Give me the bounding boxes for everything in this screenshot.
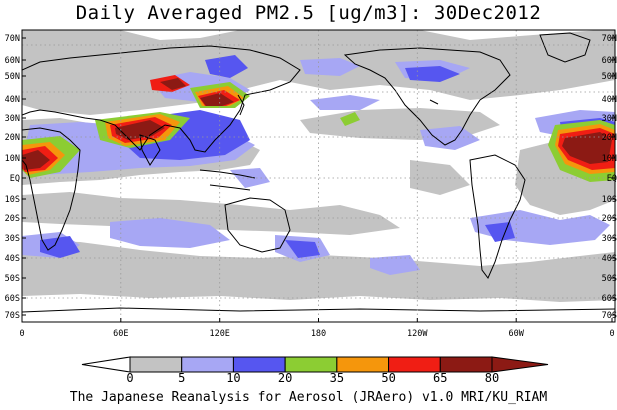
longitude-axis: 0 60E 120E 180 120W 60W 0: [19, 318, 615, 339]
colorbar-label: 65: [433, 371, 447, 385]
graticule: [22, 30, 615, 322]
lat-label-left: 10S: [5, 195, 20, 205]
lat-label-left: 70S: [5, 311, 20, 321]
colorbar-high-arrow: [491, 356, 549, 373]
lat-label-left: 20N: [5, 133, 20, 143]
lon-label: 60E: [113, 329, 128, 339]
lat-label-left: 50S: [5, 274, 20, 284]
lat-label-right: 10S: [602, 195, 617, 205]
concentration-field: [22, 30, 615, 322]
lat-label-left: 30S: [5, 234, 20, 244]
lat-label-left: EQ: [10, 174, 20, 184]
lat-label-right: EQ: [607, 174, 617, 184]
colorbar-box: [129, 356, 183, 373]
colorbar: 0 5 10 20 35 50 65 80: [81, 356, 549, 385]
lat-label-right: 50S: [602, 274, 617, 284]
lon-label: 60W: [509, 329, 525, 339]
lon-label: 120W: [407, 329, 428, 339]
colorbar-label: 5: [178, 371, 185, 385]
colorbar-label: 80: [485, 371, 499, 385]
lat-label-right: 70S: [602, 311, 617, 321]
lat-label-right: 50N: [602, 72, 617, 82]
lat-label-right: 70N: [602, 34, 617, 44]
colorbar-box: [388, 356, 441, 373]
lon-label: 180: [311, 329, 326, 339]
colorbar-box: [181, 356, 234, 373]
lat-label-right: 60N: [602, 56, 617, 66]
latitude-axis: 70N 70N 60N 60N 50N 50N 40N 40N 30N 30N 20N 20N 10N 1…: [5, 34, 617, 321]
lon-label: 0: [19, 329, 24, 339]
lat-label-right: 30N: [602, 114, 617, 124]
colorbar-label: 20: [278, 371, 292, 385]
lat-label-right: 40N: [602, 95, 617, 105]
figure-footer: The Japanese Reanalysis for Aerosol (JRA…: [69, 390, 548, 405]
lat-label-right: 20S: [602, 214, 617, 224]
colorbar-box: [284, 356, 338, 373]
colorbar-label: 35: [330, 371, 344, 385]
lat-label-right: 10N: [602, 154, 617, 164]
lat-label-left: 40S: [5, 254, 20, 264]
colorbar-low-arrow: [81, 356, 131, 373]
lat-label-left: 40N: [5, 95, 20, 105]
colorbar-box: [232, 356, 286, 373]
lat-label-right: 40S: [602, 254, 617, 264]
colorbar-box: [439, 356, 493, 373]
colorbar-label: 10: [226, 371, 240, 385]
lat-label-right: 60S: [602, 294, 617, 304]
figure-title: Daily Averaged PM2.5 [ug/m3]: 30Dec2012: [75, 2, 542, 24]
lat-label-right: 20N: [602, 133, 617, 143]
lon-label: 120E: [209, 329, 229, 339]
lat-label-left: 30N: [5, 114, 20, 124]
lat-label-right: 30S: [602, 234, 617, 244]
colorbar-box: [336, 356, 390, 373]
lon-label: 0: [609, 329, 614, 339]
lat-label-left: 20S: [5, 214, 20, 224]
lat-label-left: 50N: [5, 72, 20, 82]
lat-label-left: 10N: [5, 154, 20, 164]
lat-label-left: 60N: [5, 56, 20, 66]
lat-label-left: 70N: [5, 34, 20, 44]
colorbar-label: 50: [381, 371, 395, 385]
lat-label-left: 60S: [5, 294, 20, 304]
colorbar-label: 0: [126, 371, 133, 385]
